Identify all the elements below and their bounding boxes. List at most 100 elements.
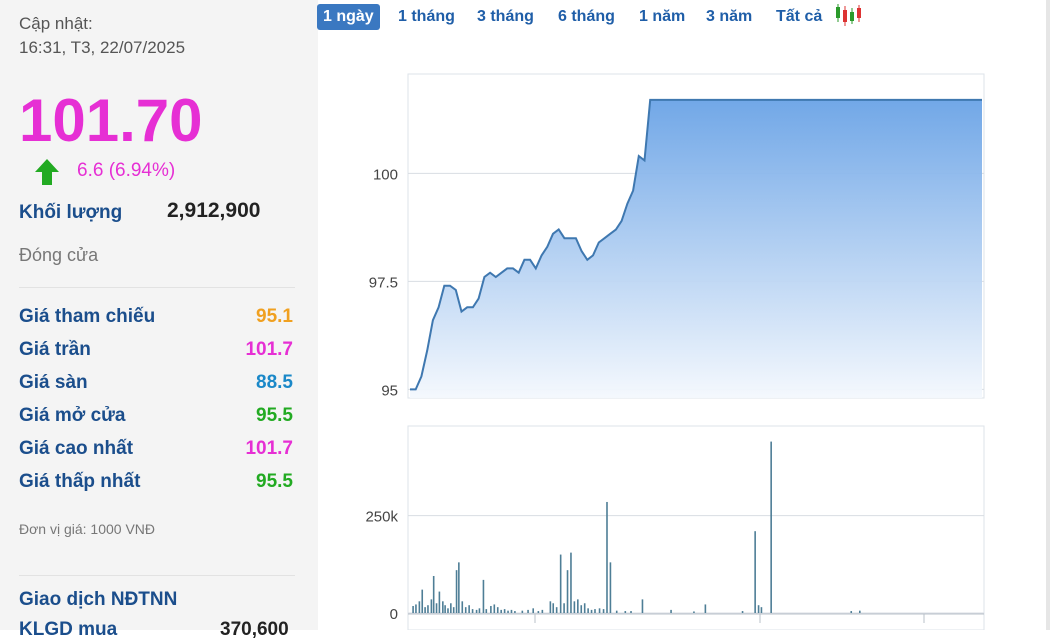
tab-3-months[interactable]: 3 tháng: [477, 8, 534, 25]
volume-bar: [435, 603, 438, 613]
foreign-buy-label: KLGD mua: [19, 619, 118, 640]
ref-price-value: 95.1: [256, 306, 293, 327]
price-area-fill: [410, 99, 982, 399]
tab-6-months[interactable]: 6 tháng: [558, 8, 615, 25]
volume-bar: [754, 531, 756, 613]
volume-bar: [630, 611, 632, 613]
volume-bar: [624, 611, 627, 613]
market-status: Đóng cửa: [19, 245, 99, 265]
volume-bar: [770, 441, 772, 613]
price-y-tick-label: 100: [373, 166, 398, 183]
tab-1-month[interactable]: 1 tháng: [398, 8, 455, 25]
volume-bar: [493, 604, 496, 613]
volume-bar: [450, 603, 452, 613]
high-price-value: 101.7: [245, 438, 293, 459]
volume-bar: [514, 611, 516, 613]
candlestick-icon[interactable]: [833, 2, 865, 28]
volume-bar: [549, 601, 552, 613]
volume-plot-area: [407, 425, 985, 630]
volume-bar: [563, 603, 565, 613]
volume-bar: [458, 562, 460, 613]
volume-bar: [615, 610, 618, 613]
volume-bar: [464, 607, 467, 613]
ceiling-price-value: 101.7: [245, 339, 293, 360]
volume-bar: [438, 591, 441, 613]
tab-1-year[interactable]: 1 năm: [639, 8, 686, 25]
volume-bar: [482, 579, 485, 613]
price-unit-note: Đơn vị giá: 1000 VNĐ: [19, 521, 156, 537]
divider: [19, 287, 295, 288]
volume-bar: [503, 609, 506, 613]
volume-bar: [427, 605, 429, 613]
price-y-tick-label: 95: [381, 382, 398, 399]
update-time: 16:31, T3, 22/07/2025: [19, 38, 186, 57]
stock-info-panel: Cập nhật: 16:31, T3, 22/07/2025 101.70 6…: [0, 0, 318, 640]
volume-y-tick-label: 0: [390, 606, 398, 623]
scrollbar[interactable]: [1046, 0, 1050, 630]
price-change: 6.6 (6.94%): [77, 160, 176, 181]
tab-all[interactable]: Tất cả: [776, 8, 823, 25]
tab-1-day[interactable]: 1 ngày: [317, 4, 380, 30]
volume-bar: [641, 599, 644, 613]
volume-bar: [461, 601, 464, 613]
volume-bar: [500, 609, 502, 613]
volume-bar: [471, 609, 474, 613]
volume-bar: [577, 599, 579, 613]
arrow-up-icon: [35, 159, 59, 185]
volume-bar: [760, 607, 763, 613]
volume-bar: [452, 607, 455, 613]
volume-bar: [541, 609, 544, 613]
volume-bar: [532, 608, 535, 613]
volume-bar: [566, 570, 569, 613]
volume-bar: [475, 609, 478, 613]
volume-bar: [859, 610, 861, 613]
volume-bar: [478, 608, 481, 613]
volume-bar: [455, 570, 458, 613]
volume-bar: [573, 601, 576, 613]
volume-bar: [670, 609, 672, 613]
volume-bar: [552, 603, 555, 613]
volume-bar: [598, 608, 601, 613]
volume-bar: [430, 599, 433, 613]
volume-bar: [606, 501, 608, 613]
current-price: 101.70: [19, 87, 203, 154]
volume-bar: [580, 605, 583, 613]
volume-bar: [424, 607, 426, 613]
volume-label: Khối lượng: [19, 202, 123, 223]
volume-bar: [510, 609, 513, 613]
volume-bar: [559, 554, 562, 613]
floor-price-label: Giá sàn: [19, 372, 88, 393]
open-price-label: Giá mở cửa: [19, 405, 126, 426]
volume-bar: [418, 601, 421, 613]
volume-bar: [442, 601, 444, 613]
price-line: [410, 98, 982, 391]
volume-bar: [485, 609, 488, 613]
volume-bar: [609, 562, 612, 613]
volume-bar: [521, 610, 524, 613]
volume-bar: [527, 609, 529, 613]
price-y-tick-label: 97.5: [369, 274, 398, 291]
update-label: Cập nhật:: [19, 14, 93, 33]
volume-bar: [594, 609, 596, 613]
floor-price-value: 88.5: [256, 372, 293, 393]
open-price-value: 95.5: [256, 405, 293, 426]
tab-3-years[interactable]: 3 năm: [706, 8, 753, 25]
volume-bar: [468, 605, 470, 613]
volume-bar: [570, 552, 572, 613]
volume-bar: [555, 607, 558, 613]
low-price-label: Giá thấp nhất: [19, 471, 141, 492]
ref-price-label: Giá tham chiếu: [19, 306, 156, 327]
volume-value: 2,912,900: [167, 199, 261, 222]
volume-bar: [432, 575, 435, 613]
volume-bar: [602, 609, 605, 613]
volume-y-tick-label: 250k: [365, 509, 398, 526]
volume-bar: [583, 603, 586, 613]
intraday-chart: 95 97.5 100 0 250k: [365, 73, 985, 630]
volume-bar: [704, 604, 707, 613]
volume-bar: [490, 605, 492, 613]
volume-bar: [693, 611, 695, 613]
volume-bar: [415, 604, 417, 613]
foreign-buy-value: 370,600: [220, 619, 289, 640]
volume-bar: [537, 611, 540, 613]
volume-bar: [590, 609, 593, 613]
